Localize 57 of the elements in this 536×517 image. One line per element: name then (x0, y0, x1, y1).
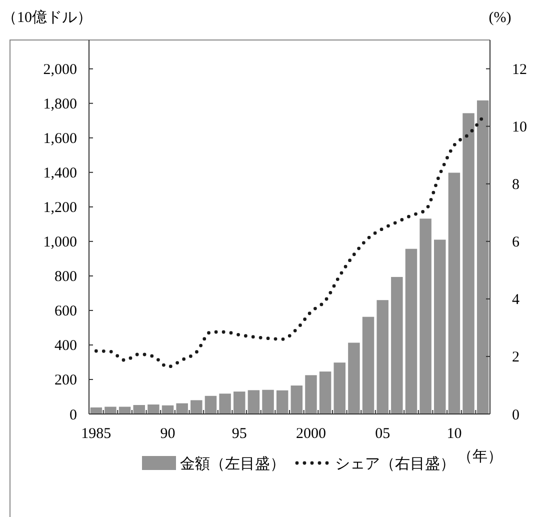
y-tick-label: 600 (54, 304, 77, 320)
y-tick-label: 2,000 (43, 62, 77, 78)
x-tick-label: 10 (446, 426, 462, 442)
x-tick-label: 2000 (296, 426, 326, 442)
bar (148, 404, 160, 414)
y2-tick-label: 8 (512, 177, 520, 194)
bar (405, 248, 418, 414)
y-tick-label: 1,600 (43, 131, 77, 148)
bar (204, 396, 217, 414)
bar (334, 362, 346, 414)
y2-tick-label: 6 (512, 234, 520, 251)
bar (176, 403, 188, 414)
bar (434, 240, 446, 414)
bar (319, 372, 332, 414)
bar (290, 386, 303, 414)
bar (90, 407, 102, 414)
x-tick-label: 05 (375, 426, 390, 442)
bar (248, 390, 260, 414)
bar (448, 172, 460, 414)
y-tick-label: 800 (54, 269, 77, 286)
bar (362, 316, 374, 414)
bar (104, 406, 116, 414)
bar (276, 390, 288, 414)
y-tick-label: 200 (54, 372, 77, 389)
bar (348, 342, 360, 414)
bar (305, 375, 317, 414)
legend-label: 金額（左目盛） (180, 455, 285, 472)
x-tick-label: 1985 (81, 426, 112, 442)
y-tick-label: 1,200 (43, 200, 77, 216)
y2-tick-label: 10 (512, 120, 527, 136)
bar (133, 405, 145, 414)
line-series (94, 115, 485, 369)
y2-tick-label: 0 (512, 407, 520, 424)
text: （年） (458, 448, 502, 465)
bar (190, 400, 202, 414)
y2-tick-label: 2 (512, 350, 520, 366)
bar (219, 394, 231, 414)
legend-label: シェア（右目盛） (335, 455, 455, 472)
bar (462, 113, 474, 414)
bar (391, 276, 403, 414)
y-tick-label: 0 (70, 407, 77, 424)
y-axis-title: （10億ドル） (2, 9, 92, 26)
bar (162, 405, 174, 414)
bar (234, 392, 246, 414)
y-tick-label: 1,400 (43, 166, 77, 182)
y2-axis-title: (%) (488, 10, 512, 26)
x-tick-label: 90 (160, 426, 176, 442)
bar (262, 390, 274, 414)
y-tick-label: 1,800 (43, 96, 77, 113)
y2-tick-label: 12 (512, 62, 527, 78)
y-tick-label: 400 (54, 338, 77, 354)
y-tick-label: 1,000 (43, 234, 77, 251)
bar (420, 218, 432, 414)
bar (476, 100, 489, 414)
bar (376, 300, 388, 414)
x-tick-label: 95 (232, 426, 247, 442)
y2-tick-label: 4 (512, 292, 520, 308)
